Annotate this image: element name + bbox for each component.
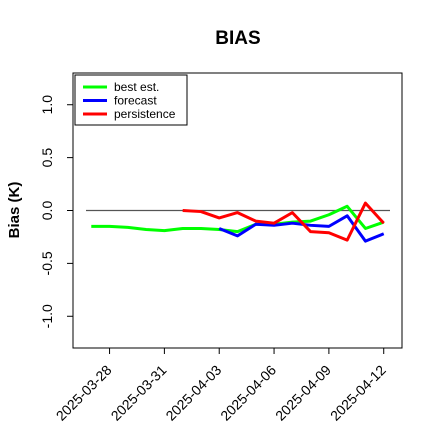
y-axis-label: Bias (K) (6, 182, 23, 239)
series-line-best-est- (91, 204, 385, 234)
axes: 1.00.50.0-0.5-1.02025-03-282025-03-31202… (39, 72, 403, 424)
series-line-persistence (182, 201, 385, 242)
x-tick-label: 2025-04-03 (162, 362, 224, 424)
y-tick-label: 1.0 (39, 95, 55, 115)
x-tick-label: 2025-04-12 (327, 362, 389, 424)
chart-title: BIAS (215, 28, 260, 49)
y-tick-label: -1.0 (39, 304, 55, 328)
legend-entry: best est. (114, 80, 159, 94)
x-tick-label: 2025-03-28 (53, 362, 115, 424)
legend-entry: persistence (114, 107, 176, 121)
x-tick-label: 2025-04-09 (272, 362, 334, 424)
plot-area (86, 201, 390, 243)
y-tick-label: -0.5 (39, 251, 55, 275)
y-tick-label: 0.5 (39, 148, 55, 168)
y-tick-label: 0.0 (39, 201, 55, 221)
legend-entry: forecast (114, 94, 157, 108)
x-tick-label: 2025-04-06 (217, 362, 279, 424)
x-tick-label: 2025-03-31 (108, 362, 170, 424)
